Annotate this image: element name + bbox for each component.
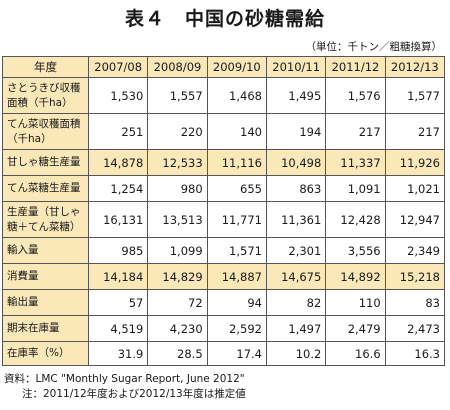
table-row: 輸入量 985 1,099 1,571 2,301 3,556 2,349 [2,237,446,264]
table-cell: 83 [384,289,446,316]
table-cell: 1,468 [206,77,267,114]
table-cell: 863 [265,175,327,202]
table-cell: 10.2 [265,341,327,366]
table-cell: 4,230 [147,315,208,342]
table-cell: 3,556 [325,237,386,264]
table-cell: 14,878 [87,149,149,176]
row-label: 期末在庫量 [2,315,89,342]
table-cell: 72 [147,289,208,316]
table-cell: 1,571 [206,237,267,264]
table-cell: 220 [147,113,208,150]
table-cell: 1,577 [384,77,446,114]
year-header: 2007/08 [87,56,149,78]
table-cell: 217 [384,113,446,150]
header-row: 年度 2007/08 2008/09 2009/10 2010/11 2011/… [2,56,446,78]
row-label: 消費量 [2,263,89,290]
table-cell: 14,892 [325,263,386,290]
table-cell: 110 [325,289,386,316]
row-label: てん菜収穫面積（千ha） [2,113,89,150]
row-label: てん菜糖生産量 [2,175,89,202]
row-label: 在庫率（%） [2,341,89,366]
row-label: 生産量（甘しゃ糖＋てん菜糖） [2,201,89,238]
page-title: 表４ 中国の砂糖需給 [124,8,325,30]
table-cell: 2,301 [265,237,327,264]
table-cell: 2,473 [384,315,446,342]
table-cell: 16.6 [325,341,386,366]
table-cell: 82 [265,289,327,316]
sugar-balance-table: 年度 2007/08 2008/09 2009/10 2010/11 2011/… [2,56,446,366]
table-cell: 14,675 [265,263,327,290]
table-cell: 11,926 [384,149,446,176]
table-cell: 57 [87,289,149,316]
table-row: 在庫率（%） 31.9 28.5 17.4 10.2 16.6 16.3 [2,341,446,366]
table-cell: 14,829 [147,263,208,290]
table-cell: 1,091 [325,175,386,202]
table-cell: 14,184 [87,263,149,290]
table-cell: 16,131 [87,201,149,238]
table-cell: 1,099 [147,237,208,264]
table-cell: 11,116 [206,149,267,176]
table-cell: 11,361 [265,201,327,238]
table-cell: 1,495 [265,77,327,114]
table-cell: 12,947 [384,201,446,238]
table-cell: 17.4 [206,341,267,366]
source-note: 資料：LMC "Monthly Sugar Report, June 2012" [4,373,245,385]
table-cell: 1,557 [147,77,208,114]
table-row: 甘しゃ糖生産量 14,878 12,533 11,116 10,498 11,3… [2,149,446,176]
table-cell: 140 [206,113,267,150]
table-cell: 14,887 [206,263,267,290]
table-cell: 28.5 [147,341,208,366]
table-row: さとうきび収穫面積（千ha） 1,530 1,557 1,468 1,495 1… [2,77,446,114]
table-cell: 31.9 [87,341,149,366]
table-cell: 11,337 [325,149,386,176]
table-cell: 194 [265,113,327,150]
estimate-note: 注：2011/12年度および2012/13年度は推定値 [22,388,246,400]
row-label: さとうきび収穫面積（千ha） [2,77,89,114]
table-cell: 985 [87,237,149,264]
year-header: 2008/09 [147,56,208,78]
table-cell: 2,479 [325,315,386,342]
table-cell: 2,592 [206,315,267,342]
year-header: 2012/13 [384,56,446,78]
table-cell: 15,218 [384,263,446,290]
unit-note: （単位：千トン／粗糖換算） [305,41,443,53]
table-row: 生産量（甘しゃ糖＋てん菜糖） 16,131 13,513 11,771 11,3… [2,201,446,238]
table-row: 消費量 14,184 14,829 14,887 14,675 14,892 1… [2,263,446,290]
table-cell: 16.3 [384,341,446,366]
table-cell: 12,428 [325,201,386,238]
table-row: 輸出量 57 72 94 82 110 83 [2,289,446,316]
row-label: 甘しゃ糖生産量 [2,149,89,176]
table-cell: 251 [87,113,149,150]
table-cell: 1,576 [325,77,386,114]
table-cell: 2,349 [384,237,446,264]
table-cell: 980 [147,175,208,202]
row-label: 輸出量 [2,289,89,316]
table-row: てん菜糖生産量 1,254 980 655 863 1,091 1,021 [2,175,446,202]
table-notes: 資料：LMC "Monthly Sugar Report, June 2012"… [4,372,246,402]
table-cell: 11,771 [206,201,267,238]
table-cell: 94 [206,289,267,316]
table-cell: 1,530 [87,77,149,114]
table-cell: 1,254 [87,175,149,202]
corner-cell: 年度 [2,56,89,78]
year-header: 2011/12 [325,56,386,78]
year-header: 2009/10 [206,56,267,78]
table-cell: 1,497 [265,315,327,342]
year-header: 2010/11 [265,56,327,78]
table-cell: 655 [206,175,267,202]
table-cell: 10,498 [265,149,327,176]
table-row: てん菜収穫面積（千ha） 251 220 140 194 217 217 [2,113,446,150]
table-cell: 1,021 [384,175,446,202]
table-cell: 217 [325,113,386,150]
row-label: 輸入量 [2,237,89,264]
table-cell: 4,519 [87,315,149,342]
table-cell: 12,533 [147,149,208,176]
table-row: 期末在庫量 4,519 4,230 2,592 1,497 2,479 2,47… [2,315,446,342]
table-cell: 13,513 [147,201,208,238]
